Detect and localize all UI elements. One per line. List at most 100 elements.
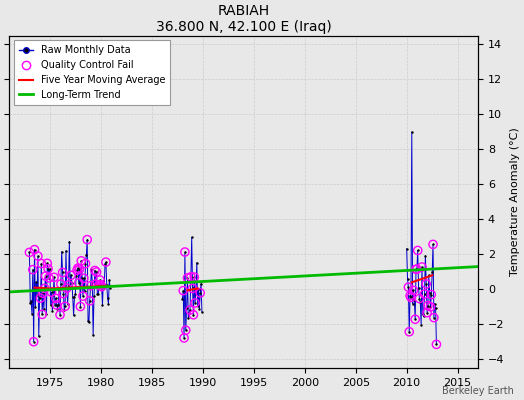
Point (86, 282, 95, 289)
Point (406, 292, 414, 299)
Point (28, 310, 36, 317)
Point (29, 338, 38, 345)
Point (101, 260, 109, 267)
Point (44, 266, 52, 272)
Point (37, 260, 46, 267)
Point (47, 302, 55, 308)
Point (47, 289, 56, 295)
Point (407, 294, 415, 301)
Point (51, 295, 60, 302)
Point (431, 304, 440, 311)
Point (70, 294, 79, 300)
Point (409, 287, 418, 294)
Point (85, 298, 94, 304)
Point (44, 266, 52, 272)
Point (81, 260, 90, 267)
Point (83, 236, 91, 243)
Point (92, 281, 100, 287)
Point (427, 291, 435, 298)
Point (48, 308, 57, 314)
Point (93, 291, 102, 298)
Point (64, 282, 73, 288)
Point (91, 267, 99, 274)
Point (421, 252, 430, 259)
Point (193, 260, 201, 266)
Point (102, 259, 110, 265)
Point (52, 302, 61, 308)
Point (405, 328, 413, 335)
Point (35, 333, 43, 340)
Point (49, 292, 58, 299)
Point (411, 316, 419, 322)
Point (78, 274, 86, 281)
Point (69, 294, 77, 300)
Point (428, 269, 436, 276)
Point (184, 314, 192, 321)
Point (403, 276, 412, 283)
Point (29, 266, 37, 273)
Point (45, 275, 53, 281)
Point (40, 285, 49, 292)
Point (182, 305, 191, 312)
Point (80, 275, 88, 282)
Point (62, 248, 70, 254)
Point (62, 285, 71, 291)
Point (182, 327, 190, 333)
Point (71, 291, 80, 297)
Point (196, 290, 204, 296)
Point (32, 279, 40, 285)
Point (99, 302, 107, 308)
Point (97, 284, 106, 290)
Point (85, 319, 93, 326)
Point (422, 281, 430, 287)
Point (33, 292, 41, 298)
Point (190, 274, 199, 280)
Point (92, 269, 101, 275)
Point (30, 246, 39, 253)
Legend: Raw Monthly Data, Quality Control Fail, Five Year Moving Average, Long-Term Tren: Raw Monthly Data, Quality Control Fail, … (14, 40, 170, 105)
Point (51, 302, 59, 308)
Point (100, 283, 108, 290)
Point (181, 249, 189, 255)
Point (74, 280, 83, 286)
Point (26, 300, 35, 306)
Point (415, 295, 423, 302)
Point (54, 302, 62, 308)
Point (95, 282, 103, 288)
Point (60, 306, 69, 313)
Point (178, 296, 187, 302)
Point (41, 273, 50, 279)
Point (192, 286, 200, 293)
Point (29, 266, 37, 273)
Point (36, 295, 45, 301)
Point (79, 293, 87, 299)
Point (51, 295, 60, 302)
Point (195, 306, 203, 312)
Point (404, 284, 412, 290)
Point (422, 281, 430, 287)
Point (96, 277, 104, 283)
Point (181, 249, 189, 255)
Point (424, 272, 433, 278)
Point (96, 277, 104, 283)
Point (189, 312, 198, 318)
Point (92, 269, 101, 275)
Point (62, 285, 71, 291)
Point (45, 275, 53, 281)
Point (65, 238, 73, 245)
Point (39, 290, 47, 296)
Point (37, 260, 46, 267)
Point (94, 291, 102, 297)
Point (67, 272, 75, 278)
Point (197, 280, 205, 287)
Point (56, 312, 64, 318)
Point (420, 313, 428, 320)
Point (96, 282, 105, 288)
Text: Berkeley Earth: Berkeley Earth (442, 386, 514, 396)
Point (80, 275, 88, 282)
Point (31, 304, 39, 310)
Point (425, 290, 434, 296)
Point (182, 327, 190, 333)
Point (102, 259, 110, 265)
Point (186, 307, 194, 313)
